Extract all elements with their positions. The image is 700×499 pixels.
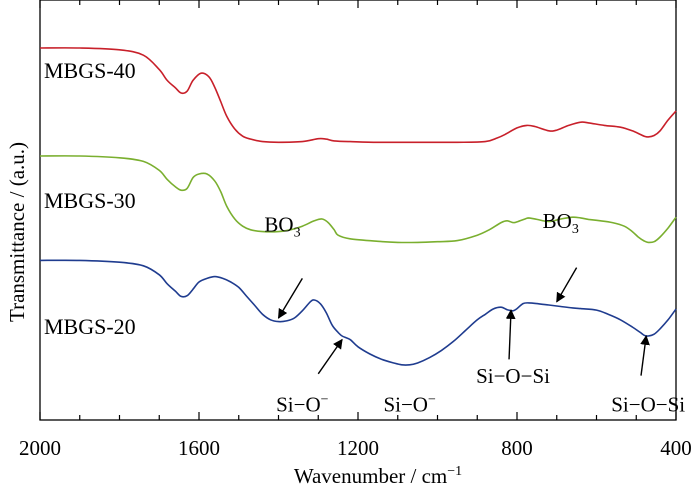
series-label-mbgs-20: MBGS-20 [44,314,136,339]
annotation-si-o-si-right: Si−O−Si [611,393,685,417]
x-axis-label-text: Wavenumber / cm [294,464,447,488]
annotation-bo3-right: BO3 [543,209,579,237]
y-axis-label: Transmittance / (a.u.) [5,142,29,322]
x-axis-label-superscript: −1 [447,464,462,479]
series-lines [39,47,677,366]
annotation-si-o-left: Si−O− [276,393,329,417]
annotation-arrow-si-o-left [317,338,343,375]
annotation-arrow-si-o-si-right [640,335,650,376]
series-line-mbgs-30 [39,155,677,244]
series-line-mbgs-40 [39,47,677,144]
annotation-arrow-si-o-si-center [505,309,516,360]
x-tick-label: 800 [501,436,533,460]
x-tick-label: 1200 [337,436,379,460]
annotation-arrow-bo3-left [277,278,303,319]
annotation-arrow-bo3-right [556,267,578,303]
x-tick-labels: 2000 1600 1200 800 400 [19,436,692,460]
x-tick-label: 1600 [178,436,220,460]
annotation-si-o-center: Si−O− [383,393,436,417]
x-tick-label: 400 [660,436,692,460]
annotation-bo3-left: BO3 [264,213,300,241]
peak-annotations: BO3 BO3 Si−O− Si−O− Si−O−Si Si−O−Si [264,209,685,417]
x-tick-label: 2000 [19,436,61,460]
series-label-mbgs-40: MBGS-40 [44,58,136,83]
axis-ticks [39,0,677,420]
series-line-mbgs-20 [39,259,677,366]
annotation-si-o-si-center: Si−O−Si [476,364,550,388]
x-axis-label: Wavenumber / cm−1 [294,464,462,488]
series-label-mbgs-30: MBGS-30 [44,188,136,213]
